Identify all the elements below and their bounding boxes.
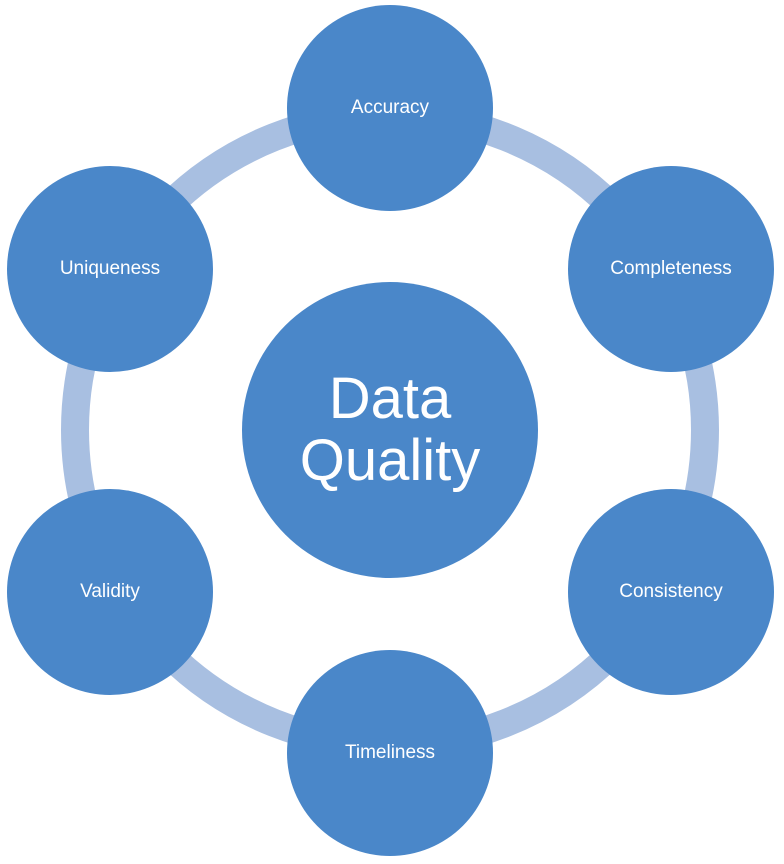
node-label-accuracy: Accuracy bbox=[350, 97, 430, 118]
node-label-timeliness: Timeliness bbox=[344, 742, 436, 763]
node-consistency: Consistency bbox=[568, 489, 774, 695]
node-uniqueness: Uniqueness bbox=[7, 166, 213, 372]
node-timeliness: Timeliness bbox=[287, 650, 493, 856]
center-label: Data Quality bbox=[299, 366, 481, 493]
node-label-uniqueness: Uniqueness bbox=[59, 258, 161, 279]
node-completeness: Completeness bbox=[568, 166, 774, 372]
node-label-completeness: Completeness bbox=[610, 258, 732, 279]
node-accuracy: Accuracy bbox=[287, 5, 493, 211]
node-label-consistency: Consistency bbox=[619, 581, 723, 602]
center-node-data-quality: Data Quality bbox=[242, 282, 538, 578]
node-validity: Validity bbox=[7, 489, 213, 695]
node-label-validity: Validity bbox=[80, 581, 140, 602]
